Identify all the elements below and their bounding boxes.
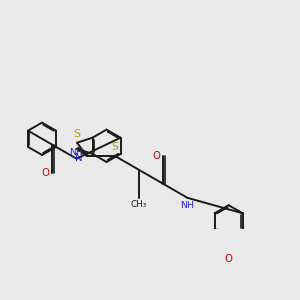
Text: CH₃: CH₃: [131, 200, 147, 209]
Text: O: O: [41, 168, 49, 178]
Text: O: O: [152, 151, 160, 161]
Text: S: S: [111, 142, 118, 152]
Text: NH: NH: [181, 201, 194, 210]
Text: O: O: [225, 254, 232, 264]
Text: NH: NH: [70, 148, 84, 157]
Text: N: N: [75, 152, 82, 163]
Text: S: S: [74, 129, 81, 139]
